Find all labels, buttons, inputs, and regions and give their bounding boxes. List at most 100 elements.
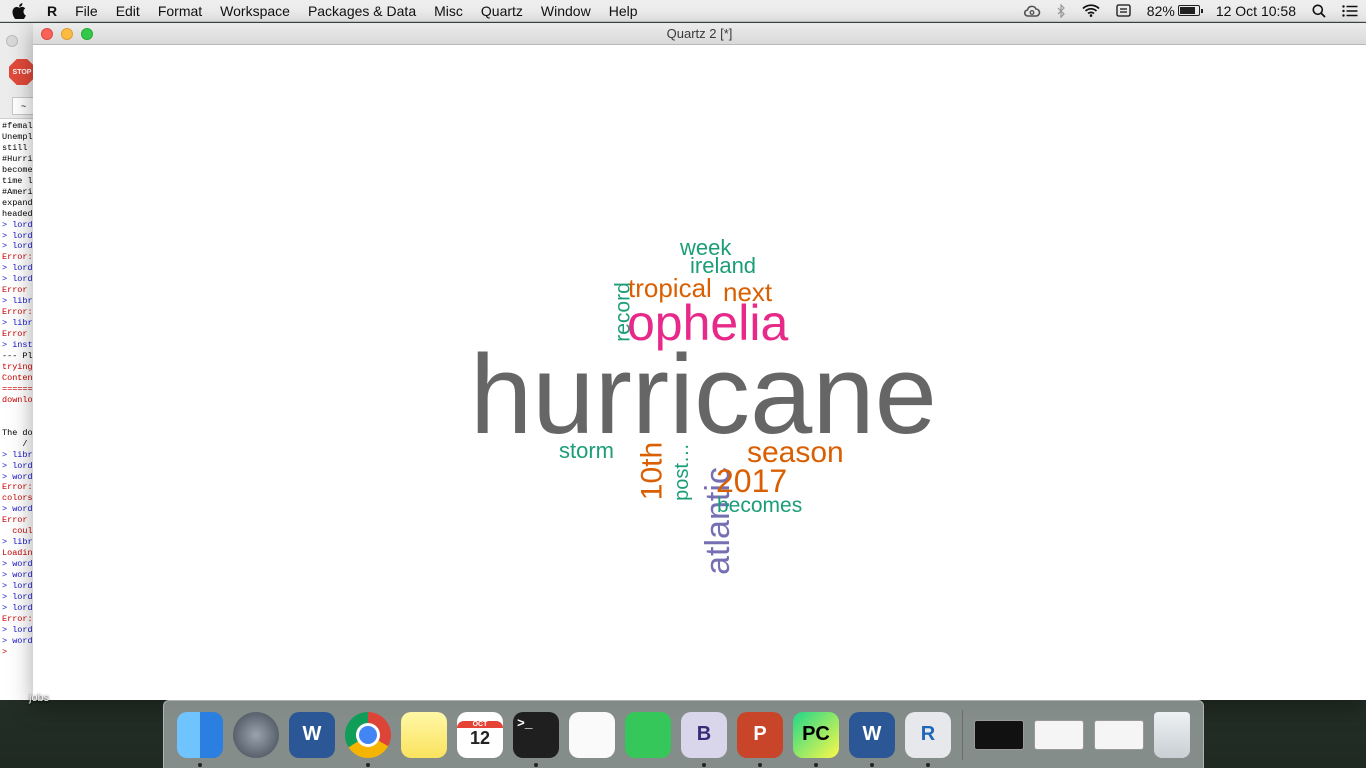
word-document-icon[interactable]: W: [849, 711, 895, 767]
console-line: Error:: [2, 613, 33, 624]
minimize-window-button[interactable]: [61, 28, 73, 40]
quartz-window[interactable]: Quartz 2 [*] hurricane ophelia atlantic 10t…: [33, 23, 1366, 700]
terminal-icon[interactable]: >_: [513, 711, 559, 767]
running-indicator: [758, 762, 762, 767]
console-line: > lord: [2, 591, 33, 602]
powerpoint-icon[interactable]: P: [737, 711, 783, 767]
close-window-button[interactable]: [41, 28, 53, 40]
notification-center-icon[interactable]: [1342, 4, 1358, 17]
word-ireland: ireland: [690, 253, 756, 278]
console-line: > libr: [2, 296, 33, 307]
terminal-glyph: >_: [517, 715, 533, 731]
wifi-icon[interactable]: [1082, 4, 1100, 17]
word-season: season: [747, 436, 844, 469]
console-line: > lord: [2, 241, 33, 252]
menu-quartz[interactable]: Quartz: [480, 2, 523, 19]
quartz-titlebar[interactable]: Quartz 2 [*]: [33, 23, 1366, 45]
apple-logo-icon[interactable]: [0, 2, 38, 19]
pycharm-glyph: PC: [802, 723, 830, 745]
console-line: #Hurri: [2, 153, 33, 164]
pycharm-icon[interactable]: PC: [793, 711, 839, 767]
word-week: week: [679, 235, 732, 260]
word-post: post…: [671, 443, 693, 501]
minimized-terminal-window-icon[interactable]: [974, 719, 1024, 750]
console-line: Error: [2, 515, 28, 526]
menu-window[interactable]: Window: [540, 2, 591, 19]
calendar-month-label: OCT: [457, 720, 503, 728]
menu-workspace[interactable]: Workspace: [220, 2, 290, 19]
battery-status[interactable]: 82%: [1146, 2, 1203, 19]
console-output[interactable]: #femal Unempl still #Hurri become time l #Amer…: [0, 119, 59, 660]
console-line: > lord: [2, 274, 33, 285]
console-line: > word: [2, 635, 33, 646]
status-area: 82% 12 Oct 10:58: [1015, 0, 1366, 22]
bbedit-icon[interactable]: B: [681, 711, 727, 767]
facetime-icon[interactable]: [625, 711, 671, 758]
dock-separator: [962, 709, 963, 760]
menu-packages-data[interactable]: Packages & Data: [307, 2, 417, 19]
console-line: > inst: [2, 340, 33, 351]
console-line: > word: [2, 471, 33, 482]
menu-edit[interactable]: Edit: [115, 2, 140, 19]
dock: W OCT 12 >_ B P PC W R: [163, 700, 1204, 768]
console-line: Error:: [2, 252, 33, 263]
menu-format[interactable]: Format: [157, 2, 203, 19]
launchpad-icon[interactable]: [233, 711, 279, 758]
console-line: Error:: [2, 482, 33, 493]
finder-icon[interactable]: [177, 711, 223, 767]
console-line: > word: [2, 504, 33, 515]
word-storm: storm: [559, 438, 614, 463]
console-line: expand: [2, 197, 33, 208]
console-line: Loadin: [2, 548, 33, 559]
console-line: > libr: [2, 537, 33, 548]
zoom-window-button[interactable]: [81, 28, 93, 40]
battery-percent: 82%: [1146, 2, 1175, 19]
chrome-icon[interactable]: [345, 711, 391, 767]
running-indicator: [926, 762, 930, 767]
calendar-icon[interactable]: OCT 12: [457, 711, 503, 758]
microsoft-word-icon[interactable]: W: [289, 711, 335, 758]
console-line: downlo: [2, 394, 33, 405]
bluetooth-icon[interactable]: [1057, 3, 1066, 18]
minimized-r-console-window-icon[interactable]: [1094, 719, 1144, 750]
menu-help[interactable]: Help: [608, 2, 638, 19]
running-indicator: [702, 762, 706, 767]
running-indicator: [366, 762, 370, 767]
console-line: /: [2, 438, 28, 449]
clock[interactable]: 12 Oct 10:58: [1216, 3, 1296, 19]
word-becomes: becomes: [717, 494, 802, 517]
r-app-icon[interactable]: R: [905, 711, 951, 767]
console-line: headed: [2, 208, 33, 219]
word-document-glyph: W: [862, 723, 882, 745]
menu-misc[interactable]: Misc: [434, 2, 463, 19]
battery-icon: [1177, 5, 1203, 16]
creative-cloud-icon[interactable]: [1023, 5, 1041, 17]
reminders-icon[interactable]: [569, 711, 615, 758]
minimized-document-window-icon[interactable]: [1034, 719, 1084, 750]
microsoft-word-glyph: W: [302, 723, 322, 745]
console-line: > lord: [2, 624, 33, 635]
console-line: become: [2, 164, 33, 175]
word-next: next: [723, 277, 773, 307]
desktop-folder-label[interactable]: jobs: [29, 692, 50, 704]
menu-bar: R File Edit Format Workspace Packages & …: [0, 0, 1366, 22]
menu-app-r[interactable]: R: [47, 2, 58, 19]
console-line: Error: [2, 285, 28, 296]
word-record: record: [612, 282, 635, 342]
spotlight-search-icon[interactable]: [1312, 4, 1326, 18]
word-hurricane: hurricane: [470, 332, 937, 457]
trash-icon[interactable]: [1154, 711, 1190, 758]
console-line: > libr: [2, 318, 33, 329]
notes-icon[interactable]: [401, 711, 447, 758]
console-close-button[interactable]: [6, 35, 18, 47]
console-line: > lord: [2, 460, 33, 471]
stop-button[interactable]: STOP: [9, 59, 35, 85]
console-line: still: [2, 142, 28, 153]
console-line: Conten: [2, 372, 33, 383]
console-line: ======: [2, 383, 33, 394]
console-line: Error:: [2, 307, 33, 318]
date-text: 12 Oct: [1215, 2, 1258, 19]
keyboard-input-icon[interactable]: [1116, 4, 1131, 17]
menu-file[interactable]: File: [75, 2, 98, 19]
word-tropical: tropical: [628, 273, 712, 303]
